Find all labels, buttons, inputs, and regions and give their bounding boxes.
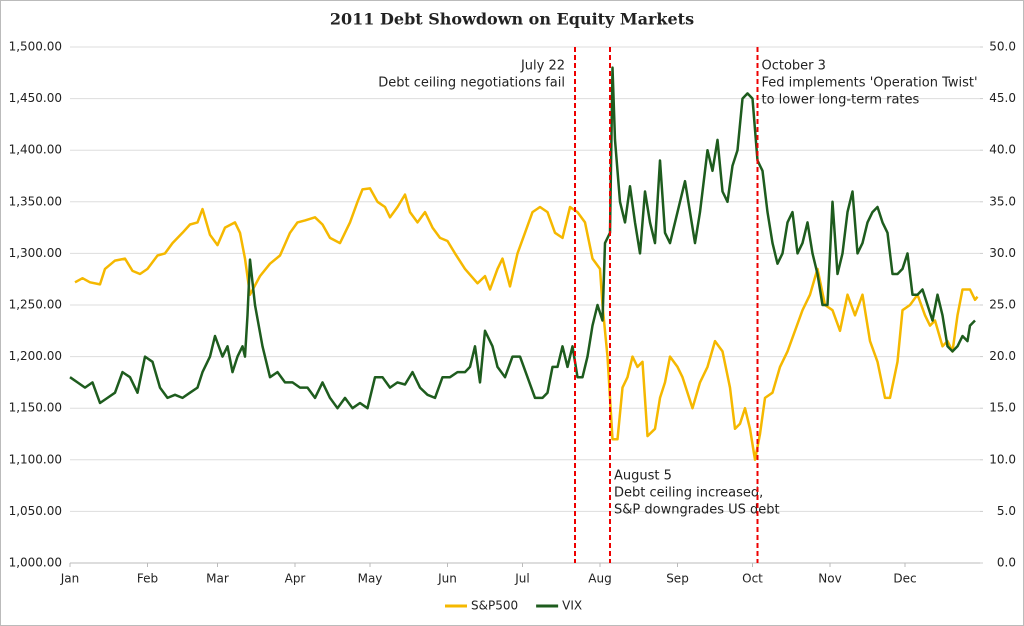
y-tick-label: 1,100.00	[9, 452, 62, 466]
y-tick-label: 1,150.00	[9, 401, 62, 415]
x-tick-label: Feb	[137, 572, 158, 586]
annotation-text: Debt ceiling negotiations fail	[378, 76, 565, 91]
y2-tick-label: 15.0	[989, 401, 1016, 415]
legend-label: S&P500	[471, 599, 518, 613]
x-tick-label: Aug	[588, 572, 611, 586]
annotation-text: August 5	[614, 469, 672, 484]
chart-title: 2011 Debt Showdown on Equity Markets	[330, 10, 694, 29]
series-line	[74, 187, 979, 462]
y2-tick-label: 20.0	[989, 349, 1016, 363]
y2-tick-label: 10.0	[989, 452, 1016, 466]
y2-tick-label: 50.0	[989, 40, 1016, 54]
y-tick-label: 1,000.00	[9, 556, 62, 570]
y2-tick-label: 5.0	[997, 504, 1016, 518]
y-tick-label: 1,200.00	[9, 349, 62, 363]
y-tick-label: 1,500.00	[9, 40, 62, 54]
annotation-text: S&P downgrades US debt	[614, 503, 780, 518]
y2-tick-label: 0.0	[997, 556, 1016, 570]
x-tick-label: Apr	[285, 572, 306, 586]
x-tick-label: Nov	[818, 572, 841, 586]
x-tick-label: Sep	[666, 572, 689, 586]
x-tick-label: Mar	[206, 572, 229, 586]
y-tick-label: 1,400.00	[9, 143, 62, 157]
series-line	[69, 66, 976, 410]
x-tick-label: Dec	[893, 572, 916, 586]
annotation-text: October 3	[762, 59, 826, 74]
x-tick-label: Jul	[514, 572, 529, 586]
annotation-text: Fed implements 'Operation Twist'	[762, 76, 978, 91]
annotation-text: Debt ceiling increased,	[614, 486, 763, 501]
y-tick-label: 1,250.00	[9, 298, 62, 312]
y2-tick-label: 25.0	[989, 298, 1016, 312]
y-tick-label: 1,050.00	[9, 504, 62, 518]
y2-tick-label: 35.0	[989, 194, 1016, 208]
x-tick-label: Jan	[60, 572, 80, 586]
annotation-text: July 22	[520, 59, 565, 74]
legend-label: VIX	[562, 599, 582, 613]
x-tick-label: Oct	[742, 572, 763, 586]
annotation-text: to lower long-term rates	[762, 93, 920, 108]
y-tick-label: 1,350.00	[9, 194, 62, 208]
y-tick-label: 1,450.00	[9, 91, 62, 105]
x-tick-label: Jun	[437, 572, 457, 586]
y2-tick-label: 30.0	[989, 246, 1016, 260]
y2-tick-label: 45.0	[989, 91, 1016, 105]
y-tick-label: 1,300.00	[9, 246, 62, 260]
y2-tick-label: 40.0	[989, 143, 1016, 157]
x-tick-label: May	[358, 572, 383, 586]
